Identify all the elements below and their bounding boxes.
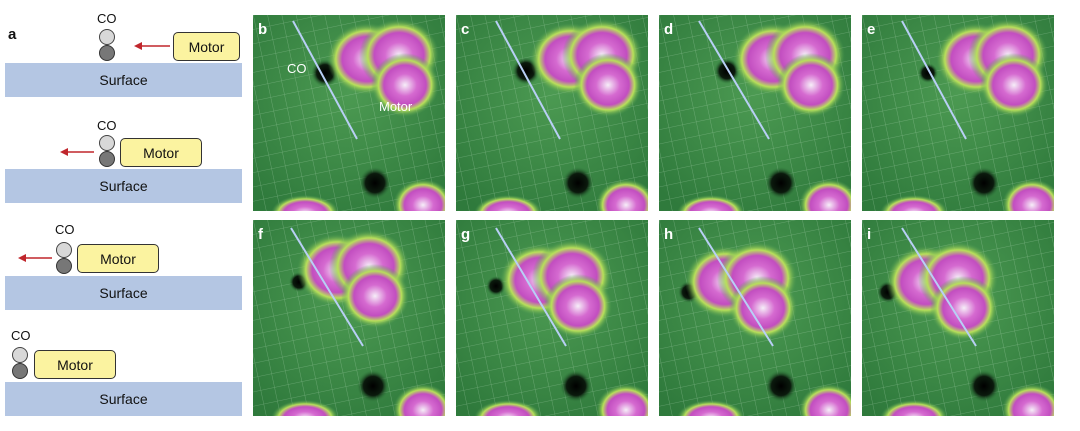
panel-label-b: b — [258, 21, 268, 38]
co-annotation: CO — [287, 61, 307, 76]
co-label: CO — [97, 11, 117, 26]
arrow-left-icon — [18, 254, 52, 262]
adjacent-molecule — [271, 400, 339, 416]
stm-image — [659, 220, 851, 416]
stm-panel-c: c — [456, 15, 648, 211]
carbon-atom — [99, 45, 115, 61]
panel-label-i: i — [867, 226, 872, 243]
stm-image — [253, 15, 445, 211]
arrow-left-icon — [134, 42, 170, 50]
adjacent-molecule — [799, 384, 851, 416]
guide-line — [495, 20, 561, 140]
co-molecule-spot — [560, 370, 592, 402]
stm-panel-b: b CO Motor — [253, 15, 445, 211]
motor-box: Motor — [120, 138, 202, 167]
adjacent-molecule — [271, 195, 339, 211]
motor-molecule — [733, 19, 845, 117]
panel-label-d: d — [664, 21, 674, 38]
surface-bar: Surface — [5, 63, 242, 97]
panel-label-e: e — [867, 21, 876, 38]
motor-box: Motor — [173, 32, 240, 61]
adjacent-molecule — [1002, 384, 1054, 416]
stm-panel-i: i — [862, 220, 1054, 416]
stm-panel-g: g — [456, 220, 648, 416]
motor-molecule — [530, 19, 642, 117]
adjacent-molecule — [677, 195, 745, 211]
oxygen-atom — [12, 347, 28, 363]
adjacent-molecule — [474, 400, 542, 416]
adjacent-molecule — [393, 384, 445, 416]
guide-line — [290, 227, 364, 347]
co-molecule-spot — [765, 370, 797, 402]
co-label: CO — [11, 328, 31, 343]
oxygen-atom — [99, 29, 115, 45]
motor-box: Motor — [34, 350, 116, 379]
oxygen-atom — [99, 135, 115, 151]
guide-line — [901, 20, 967, 140]
surface-bar: Surface — [5, 382, 242, 416]
co-molecule-spot — [357, 370, 389, 402]
co-molecule-spot — [968, 370, 1000, 402]
co-label: CO — [55, 222, 75, 237]
stm-image — [253, 220, 445, 416]
motor-annotation: Motor — [379, 99, 413, 114]
panel-label-f: f — [258, 226, 263, 243]
adjacent-molecule — [880, 195, 948, 211]
adjacent-molecule — [1002, 179, 1054, 211]
adjacent-molecule — [596, 384, 648, 416]
adjacent-molecule — [880, 400, 948, 416]
motor-molecule — [936, 19, 1048, 117]
adjacent-molecule — [596, 179, 648, 211]
schematic-panel: a CO Motor Surface CO Motor Surface CO — [0, 0, 245, 431]
stm-image — [456, 15, 648, 211]
stm-panel-f: f — [253, 220, 445, 416]
stm-image — [862, 220, 1054, 416]
oxygen-atom — [56, 242, 72, 258]
motor-molecule — [327, 19, 439, 117]
stm-image — [659, 15, 851, 211]
motor-molecule — [297, 230, 409, 328]
guide-line — [495, 227, 567, 347]
stm-panel-h: h — [659, 220, 851, 416]
co-molecule-spot — [562, 167, 594, 199]
guide-line — [698, 20, 770, 140]
guide-line — [698, 227, 774, 347]
co-molecule-spot — [765, 167, 797, 199]
adjacent-molecule — [393, 179, 445, 211]
guide-line — [901, 227, 977, 347]
panel-label-g: g — [461, 226, 471, 243]
surface-bar: Surface — [5, 169, 242, 203]
motor-molecule — [500, 240, 612, 338]
co-label: CO — [97, 118, 117, 133]
guide-line — [292, 20, 358, 140]
panel-label-h: h — [664, 226, 674, 243]
co-molecule-spot — [968, 167, 1000, 199]
arrow-left-icon — [60, 148, 94, 156]
stm-image — [862, 15, 1054, 211]
carbon-atom — [56, 258, 72, 274]
stm-image — [456, 220, 648, 416]
adjacent-molecule — [474, 195, 542, 211]
stm-panel-d: d — [659, 15, 851, 211]
adjacent-molecule — [677, 400, 745, 416]
motor-box: Motor — [77, 244, 159, 273]
stm-panel-e: e — [862, 15, 1054, 211]
panel-label-c: c — [461, 21, 470, 38]
carbon-atom — [12, 363, 28, 379]
panel-label-a: a — [8, 26, 17, 43]
co-molecule-spot — [359, 167, 391, 199]
adjacent-molecule — [799, 179, 851, 211]
carbon-atom — [99, 151, 115, 167]
surface-bar: Surface — [5, 276, 242, 310]
